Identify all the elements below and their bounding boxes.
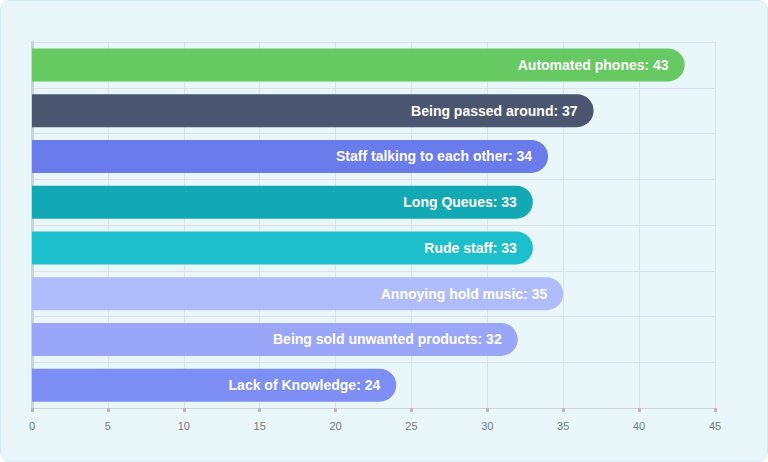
svg-text:20: 20: [329, 420, 341, 432]
svg-text:40: 40: [633, 420, 645, 432]
svg-text:15: 15: [254, 420, 266, 432]
svg-text:Being sold unwanted products:: Being sold unwanted products: 32: [273, 331, 502, 347]
svg-text:Automated phones: 43: Automated phones: 43: [518, 57, 669, 73]
svg-text:Staff talking to each other: 3: Staff talking to each other: 34: [336, 148, 532, 164]
svg-text:Long Queues: 33: Long Queues: 33: [403, 194, 517, 210]
svg-text:Being passed around: 37: Being passed around: 37: [411, 103, 578, 119]
svg-text:Rude staff: 33: Rude staff: 33: [424, 240, 517, 256]
svg-text:30: 30: [481, 420, 493, 432]
svg-text:35: 35: [557, 420, 569, 432]
svg-text:5: 5: [105, 420, 111, 432]
svg-text:10: 10: [178, 420, 190, 432]
svg-text:Lack of Knowledge: 24: Lack of Knowledge: 24: [229, 377, 381, 393]
svg-text:45: 45: [709, 420, 721, 432]
svg-text:25: 25: [405, 420, 417, 432]
svg-text:Annoying hold music: 35: Annoying hold music: 35: [381, 286, 548, 302]
svg-text:0: 0: [29, 420, 35, 432]
